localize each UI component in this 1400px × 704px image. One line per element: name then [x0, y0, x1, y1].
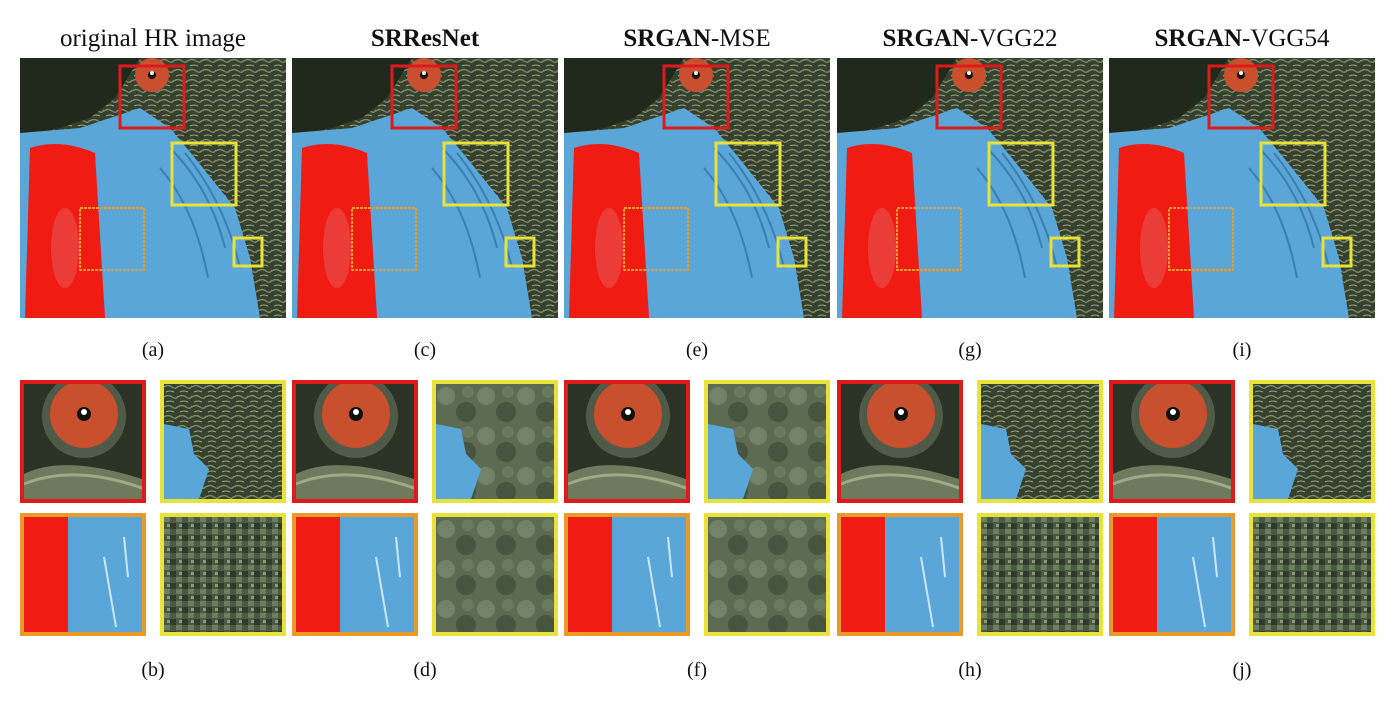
- eye-crop: [564, 380, 690, 503]
- main-image: [837, 58, 1103, 318]
- column-title: original HR image: [20, 24, 286, 54]
- eye-crop: [20, 380, 146, 503]
- title-bold: SRGAN: [623, 25, 711, 52]
- title-bold: SRGAN: [1154, 25, 1242, 52]
- fur-region-box: [714, 141, 782, 207]
- fur-crop: [1249, 380, 1375, 503]
- eye-crop: [837, 380, 963, 503]
- eye-crop: [292, 380, 418, 503]
- texture-region-box: [1049, 236, 1081, 268]
- column-title: SRGAN-VGG22: [837, 24, 1103, 54]
- caption-top: (i): [1232, 339, 1252, 361]
- texture-crop: [1249, 513, 1375, 636]
- nose-region-box: [896, 207, 962, 271]
- nose-region-box: [351, 207, 417, 271]
- title-rest: original HR image: [59, 25, 247, 52]
- texture-crop: [160, 513, 286, 636]
- dark-fur-top: [564, 58, 684, 138]
- fur-region-box: [1259, 141, 1327, 207]
- caption-top: (e): [685, 339, 709, 361]
- main-image: [20, 58, 286, 318]
- main-image: [292, 58, 558, 318]
- nose-region-box: [79, 207, 145, 271]
- fur-region-box: [987, 141, 1055, 207]
- fur-crop: [977, 380, 1103, 503]
- title-bold: SRGAN: [882, 25, 970, 52]
- title-rest: -VGG22: [970, 25, 1058, 52]
- texture-region-box: [776, 236, 808, 268]
- nose-region-box: [1168, 207, 1234, 271]
- method-column: SRGAN-VGG54 (i) (j): [1109, 0, 1375, 704]
- caption-bottom: (d): [413, 659, 437, 681]
- caption-top: (c): [413, 339, 437, 361]
- texture-crop: [432, 513, 558, 636]
- method-column: original HR image (a): [20, 0, 286, 704]
- nose-crop: [20, 513, 146, 636]
- eye-region-box: [390, 64, 458, 130]
- texture-crop: [704, 513, 830, 636]
- fur-crop: [432, 380, 558, 503]
- nose-crop: [292, 513, 418, 636]
- nose-crop: [564, 513, 690, 636]
- texture-crop: [977, 513, 1103, 636]
- nose-crop: [837, 513, 963, 636]
- nose-crop: [1109, 513, 1235, 636]
- eye-region-box: [118, 64, 186, 130]
- eye-region-box: [662, 64, 730, 130]
- method-column: SRGAN-MSE (e) (f): [564, 0, 830, 704]
- texture-region-box: [1321, 236, 1353, 268]
- column-title: SRGAN-MSE: [564, 24, 830, 54]
- texture-region-box: [504, 236, 536, 268]
- column-title: SRResNet: [292, 24, 558, 54]
- caption-top: (a): [141, 339, 165, 361]
- eye-region-box: [935, 64, 1003, 130]
- dark-fur-top: [20, 58, 140, 138]
- caption-bottom: (f): [687, 659, 707, 681]
- caption-bottom: (b): [141, 659, 165, 681]
- main-image: [564, 58, 830, 318]
- dark-fur-top: [837, 58, 957, 138]
- method-column: SRResNet (c) (d): [292, 0, 558, 704]
- fur-crop: [160, 380, 286, 503]
- fur-crop: [704, 380, 830, 503]
- column-title: SRGAN-VGG54: [1109, 24, 1375, 54]
- eye-crop: [1109, 380, 1235, 503]
- texture-region-box: [232, 236, 264, 268]
- caption-bottom: (j): [1232, 659, 1252, 681]
- title-bold: SRResNet: [370, 25, 480, 52]
- eye-region-box: [1207, 64, 1275, 130]
- caption-top: (g): [958, 339, 982, 361]
- fur-region-box: [442, 141, 510, 207]
- title-rest: -VGG54: [1242, 25, 1330, 52]
- title-rest: -MSE: [710, 25, 771, 52]
- fur-region-box: [170, 141, 238, 207]
- method-column: SRGAN-VGG22 (g) (h): [837, 0, 1103, 704]
- dark-fur-top: [292, 58, 412, 138]
- nose-region-box: [623, 207, 689, 271]
- caption-bottom: (h): [958, 659, 982, 681]
- dark-fur-top: [1109, 58, 1229, 138]
- main-image: [1109, 58, 1375, 318]
